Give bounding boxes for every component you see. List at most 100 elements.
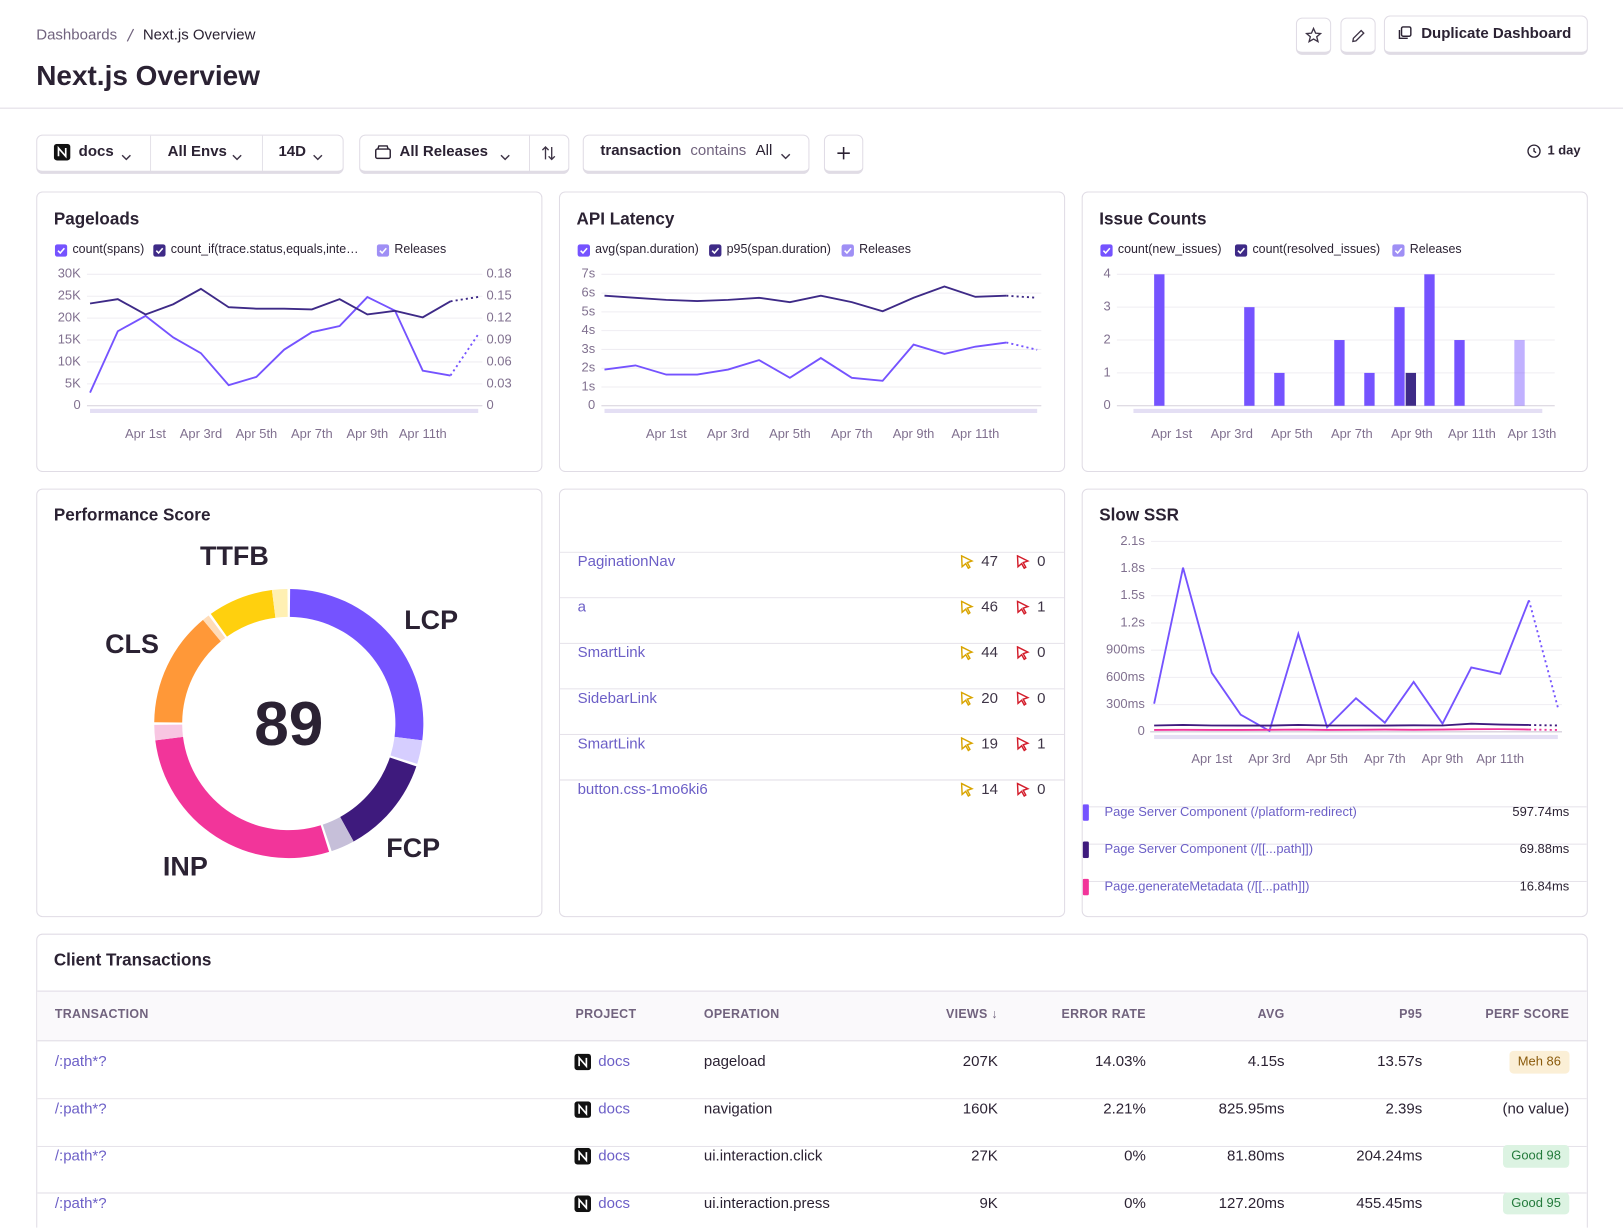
table-cell: navigation [703, 1100, 773, 1118]
column-header[interactable]: PROJECT [575, 1006, 637, 1022]
period-filter[interactable]: 14D [278, 143, 306, 161]
table-cell[interactable]: docs [598, 1194, 631, 1212]
table-cell[interactable]: /:path*? [54, 1053, 107, 1071]
transaction-filter[interactable] [582, 134, 810, 174]
filter-key[interactable]: transaction [600, 142, 682, 160]
row-divider-glyph [559, 779, 1065, 781]
series-summary: 597.74ms [1512, 804, 1570, 819]
rage-click-icon-glyph [960, 736, 974, 752]
column-header[interactable]: P95 [1399, 1006, 1423, 1022]
divider-glyph [528, 135, 530, 172]
element-link[interactable]: SmartLink [577, 644, 646, 662]
chevron-glyph [121, 154, 131, 161]
chevron-glyph [500, 154, 510, 161]
table-header-band [37, 990, 1587, 1042]
project-icon [53, 143, 71, 166]
series-name[interactable]: Page.generateMetadata (/[[...path]]) [1104, 878, 1310, 894]
table-cell[interactable]: docs [598, 1147, 631, 1165]
column-header[interactable]: OPERATION [703, 1006, 780, 1022]
dead-click-icon [1015, 691, 1030, 711]
dead-count: 0 [1037, 781, 1046, 798]
row-divider [559, 767, 1065, 786]
series-swatch [1082, 804, 1089, 826]
perf-score: Good 98 [1502, 1145, 1570, 1168]
element-link[interactable]: PaginationNav [577, 553, 676, 571]
table-cell[interactable]: /:path*? [54, 1194, 107, 1212]
sort-icon-glyph [541, 146, 556, 161]
rage-click-icon [960, 736, 974, 757]
row-divider [559, 585, 1065, 604]
row-divider [1082, 794, 1587, 813]
column-header[interactable]: TRANSACTION [54, 1006, 149, 1022]
table-cell: 4.15s [1247, 1053, 1285, 1071]
chevron [500, 148, 510, 167]
table-cell[interactable]: /:path*? [54, 1100, 107, 1118]
dead-count: 0 [1037, 553, 1046, 571]
duplicate-button[interactable] [1383, 15, 1588, 55]
project-icon [574, 1100, 592, 1123]
edit-icon [1350, 28, 1367, 50]
release-icon-glyph [375, 145, 391, 160]
table-cell: 81.80ms [1226, 1147, 1285, 1165]
row-divider [1082, 868, 1587, 887]
series-name[interactable]: Page Server Component (/platform-redirec… [1104, 804, 1357, 819]
widget-title: Pageloads [53, 209, 140, 229]
column-header[interactable]: AVG [1257, 1006, 1285, 1022]
dead-count: 0 [1037, 690, 1046, 707]
release-filter[interactable] [359, 134, 570, 174]
table-cell: 13.57s [1377, 1053, 1423, 1071]
table-cell[interactable]: docs [598, 1053, 631, 1071]
legend-checkbox [577, 243, 591, 262]
release-icon [375, 145, 392, 165]
table-cell: 160K [962, 1100, 998, 1118]
series-name[interactable]: Page Server Component (/[[...path]]) [1104, 841, 1314, 857]
rage-count: 44 [981, 644, 998, 662]
segment-label: FCP [386, 832, 441, 864]
rage-count: 47 [981, 553, 998, 571]
row-divider [1082, 831, 1587, 850]
column-header[interactable]: ERROR RATE [1061, 1006, 1146, 1022]
project-icon-glyph [574, 1147, 592, 1165]
project-filter[interactable]: docs [78, 143, 114, 161]
element-link[interactable]: SmartLink [577, 735, 646, 753]
page-title: Next.js Overview [36, 60, 260, 92]
element-link[interactable]: button.css-1mo6ki6 [577, 781, 708, 798]
series-summary: 16.84ms [1519, 878, 1570, 894]
element-link[interactable]: SidebarLink [577, 690, 657, 707]
column-header[interactable]: PERF SCORE [1485, 1006, 1570, 1022]
element-link[interactable]: a [577, 599, 586, 616]
duplicate-label[interactable]: Duplicate Dashboard [1421, 25, 1572, 43]
environment-filter[interactable]: All Envs [167, 143, 227, 161]
edit-button[interactable] [1340, 17, 1376, 55]
header-divider [0, 107, 1623, 109]
table-cell[interactable]: docs [598, 1100, 631, 1118]
rage-click-icon [960, 782, 974, 803]
row-divider-glyph [1082, 880, 1587, 882]
legend-checkbox-glyph [577, 244, 591, 257]
table-cell: 455.45ms [1356, 1194, 1423, 1212]
widget-title: Performance Score [53, 505, 211, 525]
legend-checkbox [841, 243, 854, 262]
star-button[interactable] [1295, 17, 1332, 55]
legend-checkbox-glyph [376, 244, 390, 257]
dead-click-icon-glyph [1016, 736, 1030, 752]
star-icon-glyph [1304, 26, 1323, 43]
table-cell[interactable]: /:path*? [54, 1147, 107, 1165]
score-value: 89 [254, 688, 324, 759]
breadcrumb: Dashboards [36, 26, 118, 44]
legend-entry: Releases [859, 241, 911, 257]
project-icon-glyph [574, 1053, 592, 1071]
dead-count: 1 [1037, 735, 1046, 753]
row-divider-glyph [559, 597, 1065, 599]
chevron [313, 148, 323, 167]
rage-count: 20 [981, 690, 998, 707]
release-filter-label[interactable]: All Releases [399, 143, 489, 161]
rage-click-icon [960, 691, 974, 711]
table-cell: 2.21% [1103, 1100, 1146, 1118]
column-header[interactable]: VIEWS ↓ [945, 1006, 998, 1022]
chevron-glyph [313, 154, 323, 161]
page-filter-group[interactable] [36, 134, 344, 174]
dead-click-icon [1015, 600, 1030, 620]
